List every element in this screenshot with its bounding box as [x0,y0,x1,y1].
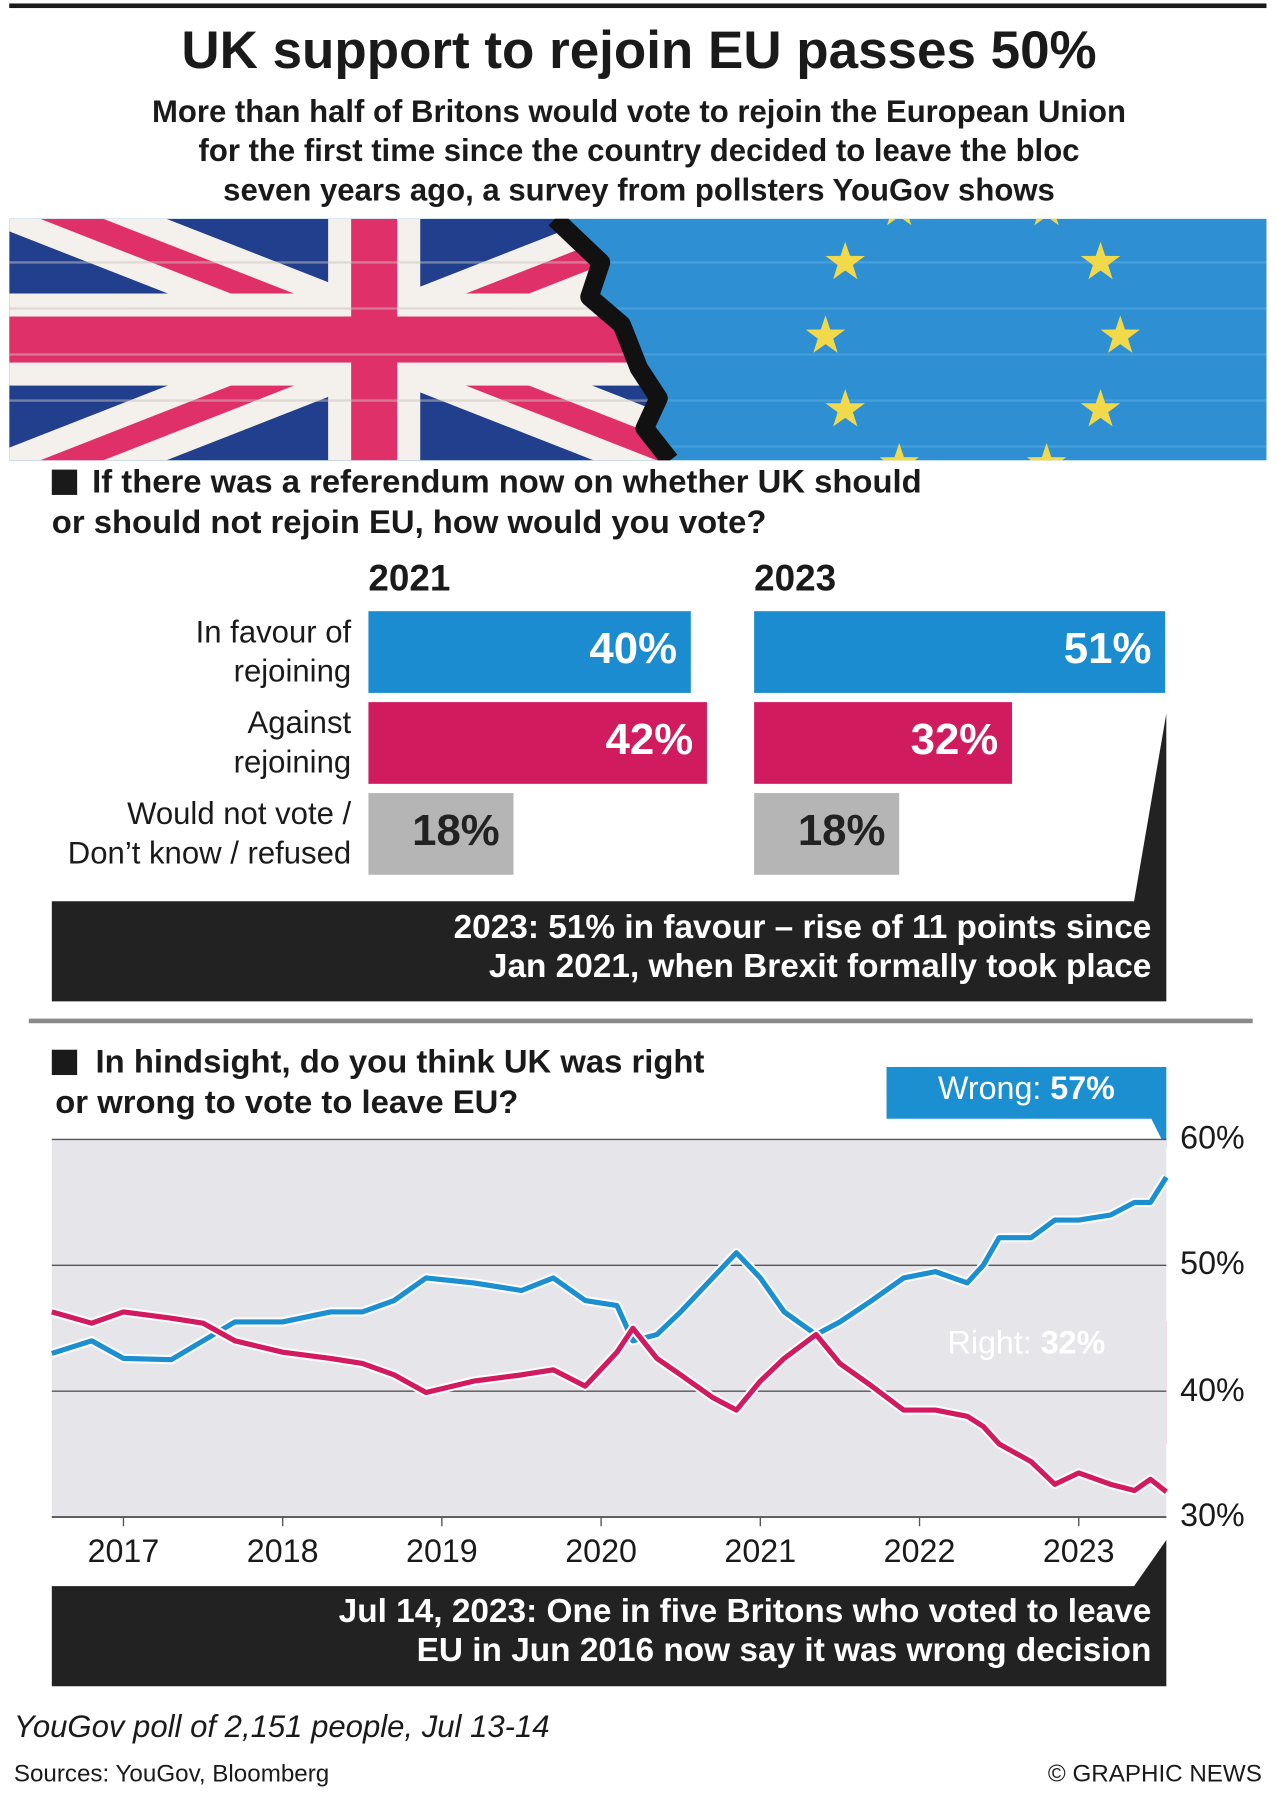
plot-background [51,1139,1167,1518]
flag-image [9,218,1267,461]
subtitle: More than half of Britons would vote to … [151,94,1127,208]
question: In hindsight, do you think UK was right … [55,1043,705,1122]
annotation-box [51,713,1167,1002]
callout: Wrong: 57% [887,1070,1167,1107]
value-label: 51% [1063,624,1152,674]
x-tick-label: 2020 [565,1533,637,1569]
value-label: 42% [605,715,694,765]
x-tick-label: 2021 [724,1533,797,1569]
y-tick-label: 30% [1180,1497,1245,1534]
annotation: Jul 14, 2023: One in five Britons who vo… [338,1592,1152,1669]
sources: Sources: YouGov, Bloomberg [13,1761,330,1788]
x-tick-label: 2019 [406,1533,478,1569]
note: YouGov poll of 2,151 people, Jul 13-14 [13,1709,550,1744]
bar [754,702,1013,784]
separator [28,1018,1253,1024]
top-rule [9,3,1267,9]
y-tick-label: 60% [1180,1119,1245,1156]
value-label: 18% [797,806,886,856]
callout: Right: 32% [887,1325,1167,1362]
y-tick-label: 50% [1180,1245,1245,1282]
category-label: Against rejoining [233,705,352,780]
value-label: 32% [910,715,999,765]
bullet-square [51,1049,78,1076]
annotation-box [51,1540,1167,1687]
question: If there was a referendum now on whether… [51,463,922,541]
series-line [51,1175,1169,1363]
x-tick-label: 2017 [87,1533,160,1569]
bar [368,611,691,693]
bar [368,793,514,875]
series-line [51,1309,1168,1494]
series-name: Right: [947,1324,1032,1361]
title: UK support to rejoin EU passes 50% [181,19,1097,80]
year-label: 2023 [754,557,837,599]
end-label: 32% [1040,1324,1106,1361]
category-label: Would not vote / Don’t know / refused [67,796,352,871]
category-label: In favour of rejoining [195,614,352,689]
year-label: 2021 [368,557,451,599]
callout-box [886,1066,1167,1149]
value-label: 40% [589,624,677,674]
series-name: Wrong: [938,1070,1042,1107]
bar [368,702,707,784]
bullet-square [51,469,78,495]
bar [754,793,900,875]
bar [754,611,1166,693]
y-tick-label: 40% [1180,1371,1245,1408]
credit: © GRAPHIC NEWS [1047,1761,1262,1788]
x-tick-label: 2023 [1042,1533,1115,1569]
annotation: 2023: 51% in favour – rise of 11 points … [453,909,1152,986]
x-tick-label: 2018 [246,1533,319,1569]
value-label: 18% [412,806,500,856]
end-label: 57% [1050,1070,1115,1107]
x-tick-label: 2022 [883,1533,956,1569]
